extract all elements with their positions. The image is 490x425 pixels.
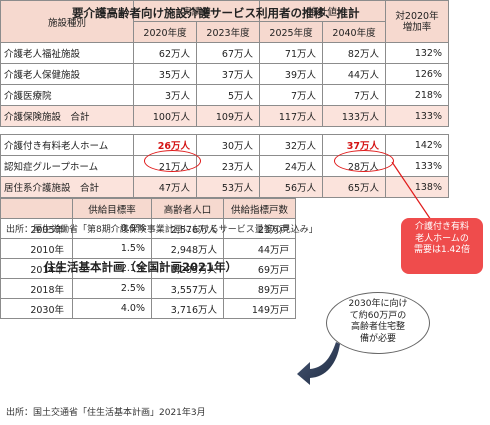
- supply-rate-header: 供給目標率: [72, 198, 152, 219]
- year-header: 2020年度: [133, 21, 197, 43]
- increase-rate-header: 対2020年 増加率: [385, 0, 449, 43]
- table-row: 2005年 0.9% 2,576万人 23万戸: [0, 218, 296, 239]
- table2-source: 出所：国土交通省「住生活基本計画」2021年3月: [6, 408, 206, 418]
- year-header: 2025年度: [259, 21, 323, 43]
- year-header: 2023年度: [196, 21, 260, 43]
- subtotal-row: 介護保険施設 合計 100万人 109万人 117万人 133万人 133%: [0, 105, 449, 127]
- table1-source: 出所：厚生労働省「第8期介護保険事業計画におけるサービス量等の見込み」: [6, 225, 318, 235]
- table-row: 2010年 1.5% 2,948万人 44万戸: [0, 238, 296, 259]
- table1-title: 要介護高齢者向け施設介護サービス利用者の推移、推計: [72, 6, 360, 20]
- housing-plan-table: 供給目標率 高齢者人口 供給指標戸数 2005年 0.9% 2,576万人 23…: [0, 198, 296, 319]
- demand-callout: 介護付き有料 老人ホームの 需要は1.42倍: [401, 218, 483, 274]
- facility-usage-table: 施設種別 実績値 推計値 対2020年 増加率 2020年度 2023年度 20…: [0, 0, 449, 198]
- table2-title: 住生活基本計画（全国計画2021年）: [44, 260, 238, 274]
- table-row: 2018年 2.5% 3,557万人 89万戸: [0, 278, 296, 299]
- table-row: 2014年 2.1% 3,285万人 69万戸: [0, 258, 296, 279]
- table-row: 2030年 4.0% 3,716万人 149万戸: [0, 298, 296, 319]
- actual-group-header: 実績値: [133, 0, 260, 22]
- table-row: 介護老人福祉施設 62万人 67万人 71万人 82万人 132%: [0, 42, 449, 64]
- subtotal-row: 居住系介護施設 合計 47万人 53万人 56万人 65万人 138%: [0, 176, 449, 198]
- table-row: 介護付き有料老人ホーム 26万人 30万人 32万人 37万人 142%: [0, 134, 449, 156]
- curved-arrow-icon: [297, 342, 340, 385]
- highlight-oval-2040: [334, 150, 394, 172]
- highlight-oval-2020: [144, 150, 201, 172]
- housing-note-bubble: 2030年に向け て約60万戸の 高齢者住宅整 備が必要: [326, 292, 430, 354]
- estimate-group-header: 推計値: [259, 0, 386, 22]
